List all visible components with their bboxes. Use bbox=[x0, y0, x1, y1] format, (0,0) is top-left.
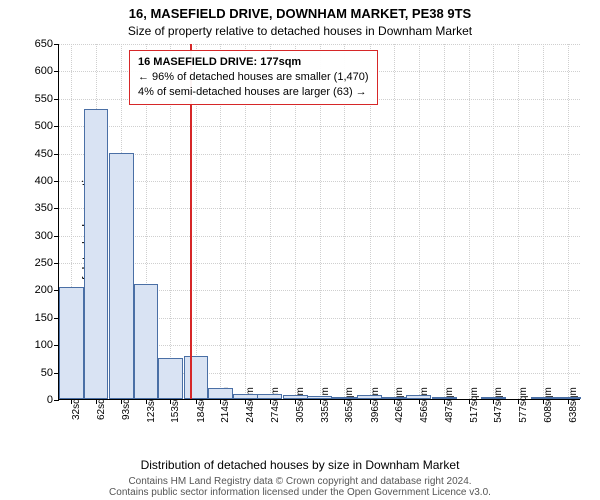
histogram-bar bbox=[84, 109, 109, 399]
y-tick-label: 400 bbox=[35, 175, 53, 187]
y-tick-label: 250 bbox=[35, 257, 53, 269]
y-tick-label: 50 bbox=[41, 367, 53, 379]
x-tick-mark bbox=[71, 399, 72, 404]
x-tick-label: 335sqm bbox=[320, 387, 331, 423]
histogram-bar bbox=[481, 397, 506, 399]
histogram-bar bbox=[233, 394, 258, 399]
y-tick-label: 650 bbox=[35, 38, 53, 50]
x-tick-label: 487sqm bbox=[444, 387, 455, 423]
x-tick-mark bbox=[270, 399, 271, 404]
gridline-v bbox=[568, 44, 569, 399]
x-tick-label: 456sqm bbox=[419, 387, 430, 423]
histogram-bar bbox=[109, 153, 134, 399]
histogram-bar bbox=[134, 284, 159, 399]
x-tick-label: 396sqm bbox=[370, 387, 381, 423]
gridline-v bbox=[419, 44, 420, 399]
gridline-v bbox=[394, 44, 395, 399]
x-tick-label: 577sqm bbox=[518, 387, 529, 423]
info-box-line-2: ← 96% of detached houses are smaller (1,… bbox=[138, 70, 369, 85]
x-tick-label: 608sqm bbox=[543, 387, 554, 423]
y-tick-mark bbox=[54, 400, 59, 401]
y-tick-mark bbox=[54, 126, 59, 127]
x-tick-mark bbox=[196, 399, 197, 404]
gridline-v bbox=[493, 44, 494, 399]
y-tick-label: 350 bbox=[35, 202, 53, 214]
x-tick-mark bbox=[493, 399, 494, 404]
gridline-v bbox=[444, 44, 445, 399]
y-tick-label: 500 bbox=[35, 120, 53, 132]
y-tick-label: 450 bbox=[35, 148, 53, 160]
histogram-bar bbox=[357, 395, 382, 399]
y-tick-mark bbox=[54, 154, 59, 155]
y-tick-mark bbox=[54, 181, 59, 182]
y-tick-label: 200 bbox=[35, 284, 53, 296]
gridline-v bbox=[543, 44, 544, 399]
x-tick-mark bbox=[146, 399, 147, 404]
chart-title-address: 16, MASEFIELD DRIVE, DOWNHAM MARKET, PE3… bbox=[0, 6, 600, 21]
x-tick-mark bbox=[344, 399, 345, 404]
histogram-bar bbox=[332, 397, 357, 399]
histogram-bar bbox=[382, 397, 407, 399]
x-tick-mark bbox=[295, 399, 296, 404]
y-tick-mark bbox=[54, 99, 59, 100]
x-tick-mark bbox=[394, 399, 395, 404]
histogram-bar bbox=[208, 388, 233, 399]
histogram-bar bbox=[158, 358, 183, 399]
chart-subtitle: Size of property relative to detached ho… bbox=[0, 24, 600, 38]
histogram-bar bbox=[531, 397, 556, 399]
y-tick-mark bbox=[54, 263, 59, 264]
plot-area: 0501001502002503003504004505005506006503… bbox=[58, 44, 580, 400]
histogram-bar bbox=[257, 394, 282, 399]
histogram-bar bbox=[406, 395, 431, 399]
y-tick-mark bbox=[54, 236, 59, 237]
y-tick-mark bbox=[54, 71, 59, 72]
histogram-bar bbox=[184, 356, 209, 399]
x-tick-mark bbox=[469, 399, 470, 404]
footer-line-2: Contains public sector information licen… bbox=[0, 487, 600, 498]
y-tick-label: 300 bbox=[35, 230, 53, 242]
x-axis-label: Distribution of detached houses by size … bbox=[0, 458, 600, 472]
gridline-v bbox=[469, 44, 470, 399]
x-tick-label: 365sqm bbox=[344, 387, 355, 423]
x-tick-mark bbox=[419, 399, 420, 404]
x-tick-label: 305sqm bbox=[295, 387, 306, 423]
info-box-line-3: 4% of semi-detached houses are larger (6… bbox=[138, 85, 369, 100]
y-tick-label: 100 bbox=[35, 339, 53, 351]
x-tick-label: 638sqm bbox=[568, 387, 579, 423]
x-tick-mark bbox=[518, 399, 519, 404]
histogram-bar bbox=[307, 396, 332, 399]
histogram-bar bbox=[432, 397, 457, 399]
x-tick-label: 426sqm bbox=[394, 387, 405, 423]
x-tick-mark bbox=[245, 399, 246, 404]
y-tick-label: 150 bbox=[35, 312, 53, 324]
x-tick-mark bbox=[170, 399, 171, 404]
y-tick-label: 0 bbox=[47, 394, 53, 406]
x-tick-mark bbox=[568, 399, 569, 404]
x-tick-mark bbox=[220, 399, 221, 404]
x-tick-mark bbox=[121, 399, 122, 404]
x-tick-mark bbox=[444, 399, 445, 404]
y-tick-label: 550 bbox=[35, 93, 53, 105]
marker-info-box: 16 MASEFIELD DRIVE: 177sqm← 96% of detac… bbox=[129, 50, 378, 105]
y-tick-mark bbox=[54, 44, 59, 45]
x-tick-label: 547sqm bbox=[493, 387, 504, 423]
info-box-line-1: 16 MASEFIELD DRIVE: 177sqm bbox=[138, 55, 369, 70]
x-tick-mark bbox=[320, 399, 321, 404]
histogram-bar bbox=[59, 287, 84, 399]
x-tick-mark bbox=[96, 399, 97, 404]
histogram-bar bbox=[556, 397, 581, 399]
chart-footer: Contains HM Land Registry data © Crown c… bbox=[0, 476, 600, 498]
footer-line-1: Contains HM Land Registry data © Crown c… bbox=[0, 476, 600, 487]
y-tick-label: 600 bbox=[35, 65, 53, 77]
x-tick-label: 517sqm bbox=[469, 387, 480, 423]
x-tick-mark bbox=[543, 399, 544, 404]
property-size-chart: 16, MASEFIELD DRIVE, DOWNHAM MARKET, PE3… bbox=[0, 0, 600, 500]
gridline-v bbox=[518, 44, 519, 399]
histogram-bar bbox=[283, 395, 308, 399]
y-tick-mark bbox=[54, 208, 59, 209]
x-tick-mark bbox=[370, 399, 371, 404]
